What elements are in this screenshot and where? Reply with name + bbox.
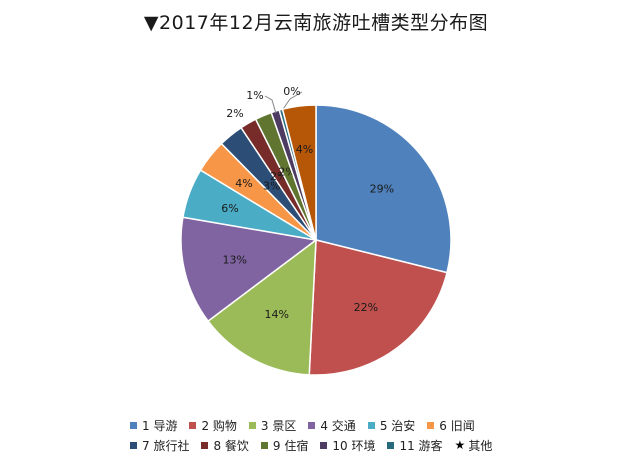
- data-label: 2%: [226, 107, 243, 120]
- legend-label: 11 游客: [399, 438, 443, 453]
- legend-item: 10 环境: [320, 437, 375, 454]
- data-label: 4%: [296, 143, 313, 156]
- pie-slice: [180, 216, 318, 323]
- legend-item: 9 住宿: [260, 437, 309, 454]
- legend-item: 8 餐饮: [201, 437, 249, 454]
- legend-item: 2 购物: [189, 417, 237, 434]
- leader-line: [264, 95, 277, 114]
- data-label: 1%: [246, 89, 263, 102]
- pie-slice: [315, 104, 452, 274]
- legend-swatch: [320, 441, 328, 449]
- legend-row: 7 旅行社 8 餐饮 9 住宿 10 环境 11 游客 ★ 其他: [130, 435, 530, 455]
- legend-label: 1 导游: [142, 418, 178, 433]
- legend-item: 7 旅行社: [130, 437, 189, 454]
- legend-swatch: [201, 441, 209, 449]
- data-label: 22%: [354, 301, 378, 314]
- data-label: 13%: [222, 254, 246, 267]
- legend-label: 5 治安: [379, 418, 416, 433]
- legend-label: 其他: [468, 438, 493, 453]
- legend-swatch: [130, 421, 137, 429]
- data-label: 29%: [370, 183, 394, 196]
- legend-label: 10 环境: [332, 438, 376, 453]
- legend-row: 1 导游 2 购物 3 景区 4 交通 5 治安 6 旧闻: [130, 415, 530, 435]
- legend-swatch: [248, 421, 256, 429]
- legend-label: 3 景区: [260, 418, 297, 433]
- pie-slice: [207, 238, 317, 376]
- pie-slice: [308, 239, 448, 376]
- legend-label: 6 旧闻: [439, 418, 475, 433]
- legend-swatch: [130, 441, 137, 449]
- data-label: 3%: [263, 180, 280, 193]
- data-label: 4%: [235, 177, 252, 190]
- legend-swatch: [427, 421, 435, 429]
- legend-swatch: [367, 421, 375, 429]
- pie-slice: [281, 104, 317, 241]
- star-icon: ★: [454, 438, 466, 452]
- legend: 1 导游 2 购物 3 景区 4 交通 5 治安 6 旧闻 7 旅行社 8 餐饮 9 住宿 10 …: [130, 415, 530, 455]
- data-label: 14%: [264, 308, 288, 321]
- legend-label: 2 购物: [201, 418, 237, 433]
- legend-item: 11 游客: [387, 437, 443, 454]
- legend-label: 9 住宿: [272, 438, 309, 453]
- legend-item: 6 旧闻: [427, 417, 475, 434]
- legend-label: 8 餐饮: [213, 438, 249, 453]
- data-label: 6%: [221, 202, 238, 215]
- legend-item: 4 交通: [308, 417, 356, 434]
- legend-item: 3 景区: [248, 417, 297, 434]
- legend-swatch: [189, 421, 197, 429]
- legend-swatch: [260, 441, 268, 449]
- leader-line: [280, 91, 303, 112]
- chart-title: ▼2017年12月云南旅游吐槽类型分布图: [143, 12, 489, 34]
- legend-item: ★ 其他: [455, 437, 493, 454]
- legend-label: 7 旅行社: [142, 438, 190, 453]
- legend-item: 5 治安: [367, 417, 416, 434]
- legend-item: 1 导游: [130, 417, 177, 434]
- data-label: 0%: [283, 85, 300, 98]
- legend-swatch: [387, 441, 395, 449]
- legend-label: 4 交通: [320, 418, 356, 433]
- legend-swatch: [308, 421, 316, 429]
